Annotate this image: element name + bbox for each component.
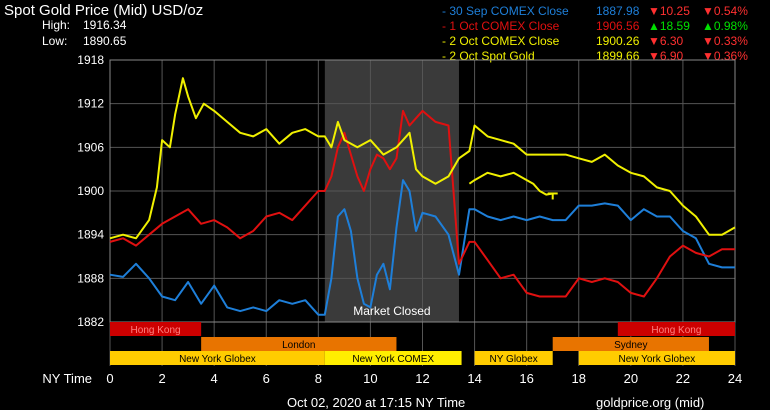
plot-border — [109, 59, 736, 323]
session-label: New York Globex — [179, 354, 256, 365]
session-label: Sydney — [614, 340, 647, 351]
x-tick-label: 20 — [624, 371, 638, 386]
y-tick-label: 1918 — [77, 53, 104, 67]
x-tick-label: 4 — [211, 371, 218, 386]
market-closed-label: Market Closed — [353, 304, 430, 318]
session-label: London — [282, 340, 315, 351]
legend-series-value: 1906.56 — [596, 19, 640, 33]
x-tick-label: 10 — [363, 371, 377, 386]
x-tick-label: 6 — [263, 371, 270, 386]
high-value: 1916.34 — [83, 18, 127, 32]
x-tick-label: 0 — [106, 371, 113, 386]
legend-series-name: - 1 Oct COMEX Close — [442, 19, 560, 33]
session-bar — [617, 322, 735, 336]
legend-series-value: 1887.98 — [596, 4, 640, 18]
y-tick-label: 1906 — [77, 140, 104, 154]
footer-date: Oct 02, 2020 at 17:15 NY Time — [287, 395, 466, 410]
session-bar — [201, 337, 397, 351]
session-label: Hong Kong — [651, 325, 701, 336]
footer-source: goldprice.org (mid) — [596, 395, 705, 410]
session-label: New York COMEX — [352, 354, 434, 365]
y-tick-label: 1888 — [77, 271, 104, 285]
legend-series-change: ▲18.59 — [648, 19, 690, 33]
y-tick-label: 1894 — [77, 228, 104, 242]
x-tick-label: 8 — [315, 371, 322, 386]
low-label: Low: — [42, 34, 68, 48]
session-bar — [110, 351, 325, 365]
series-line — [109, 77, 736, 240]
session-bar — [552, 337, 709, 351]
legend-series-pct: ▼0.54% — [702, 4, 748, 18]
legend-series-pct: ▲0.98% — [702, 19, 748, 33]
x-tick-label: 16 — [519, 371, 533, 386]
legend-series-name: - 2 Oct COMEX Close — [442, 34, 560, 48]
legend-series-name: - 30 Sep COMEX Close — [442, 4, 569, 18]
x-tick-label: 18 — [572, 371, 586, 386]
series-line — [109, 179, 735, 316]
y-tick-label: 1900 — [77, 184, 104, 198]
session-bar — [324, 351, 462, 365]
x-tick-label: 12 — [415, 371, 429, 386]
y-tick-label: 1912 — [77, 97, 104, 111]
y-tick-label: 1882 — [77, 315, 104, 329]
high-label: High: — [42, 18, 71, 32]
x-tick-label: 22 — [676, 371, 690, 386]
legend-series-pct: ▼0.33% — [702, 34, 748, 48]
legend-series-change: ▼10.25 — [648, 4, 690, 18]
session-label: New York Globex — [619, 354, 696, 365]
session-bar — [578, 351, 735, 365]
legend-series-change: ▼6.30 — [648, 34, 684, 48]
chart-title: Spot Gold Price (Mid) USD/oz — [4, 2, 204, 19]
session-label: Hong Kong — [131, 325, 181, 336]
x-axis-label: NY Time — [42, 371, 92, 386]
session-label: NY Globex — [490, 354, 538, 365]
legend-series-value: 1900.26 — [596, 34, 640, 48]
series-line — [468, 171, 553, 196]
x-tick-label: 2 — [158, 371, 165, 386]
low-value: 1890.65 — [83, 34, 127, 48]
series-line — [109, 109, 735, 298]
session-bar — [110, 322, 202, 336]
x-tick-label: 14 — [467, 371, 481, 386]
x-tick-label: 24 — [728, 371, 742, 386]
session-bar — [474, 351, 553, 365]
